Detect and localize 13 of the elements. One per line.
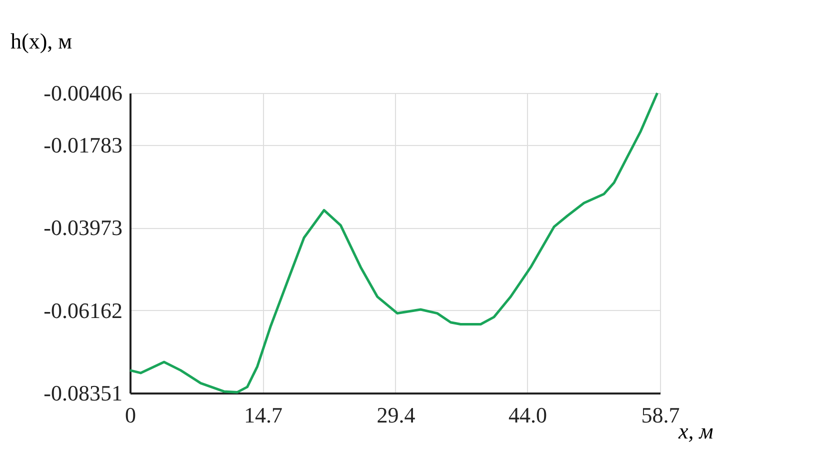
x-tick-label: 44.0 [508,402,548,428]
x-tick-label: 58.7 [641,402,680,428]
y-tick-label: -0.01783 [44,132,122,158]
y-tick-label: -0.00406 [44,80,122,106]
y-tick-label: -0.06162 [44,298,122,323]
y-axis-title: h(x), м [10,28,72,54]
y-tick-label: -0.08351 [44,380,122,406]
x-tick-label: 14.7 [244,402,282,428]
x-tick-label: 0 [125,402,136,428]
line-series [128,92,659,394]
y-tick-label: -0.03973 [44,215,122,240]
x-axis-title: x, м [678,418,714,444]
x-tick-label: 29.4 [376,402,416,428]
